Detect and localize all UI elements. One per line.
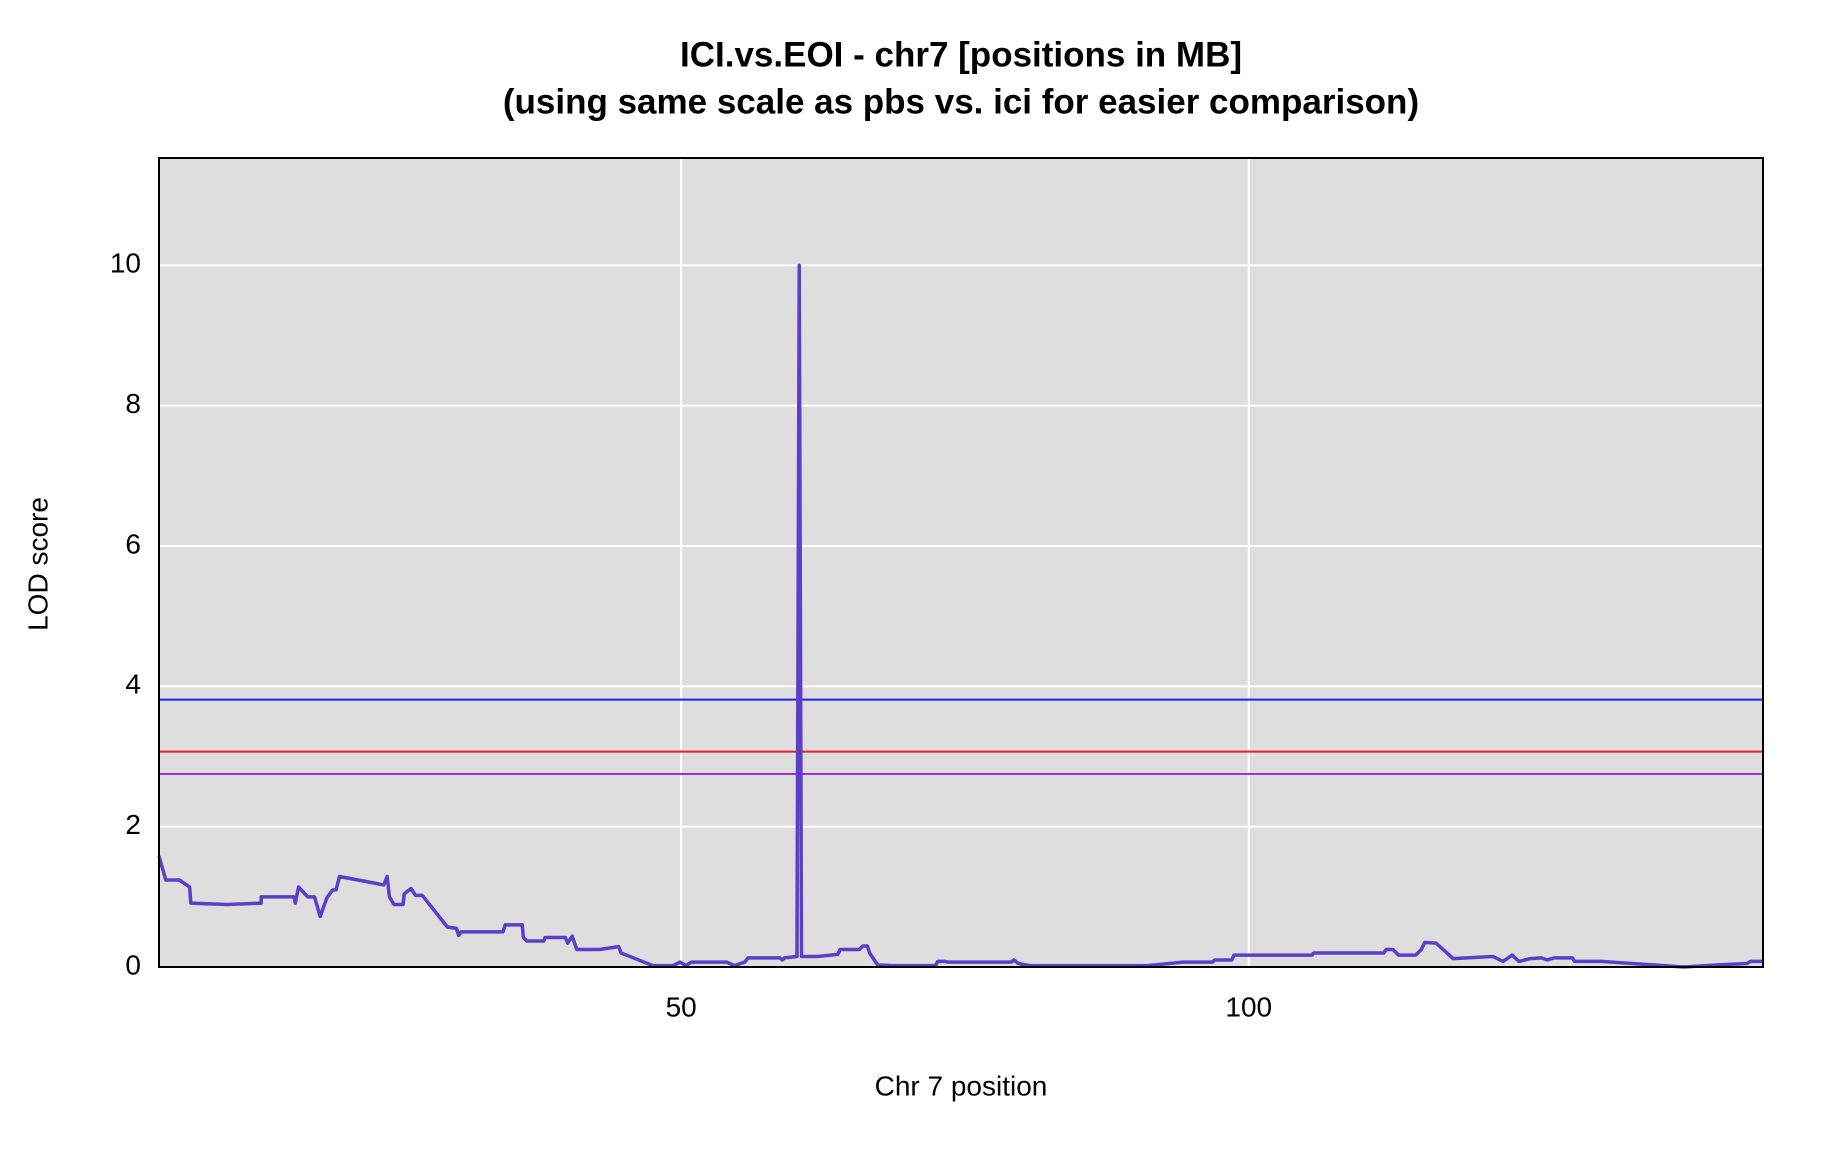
x-axis-label: Chr 7 position <box>875 1070 1048 1101</box>
y-tick-label: 8 <box>125 388 141 419</box>
y-tick-label: 6 <box>125 528 141 559</box>
chart-subtitle: (using same scale as pbs vs. ici for eas… <box>503 82 1419 121</box>
x-tick-label: 50 <box>666 991 697 1022</box>
x-tick-label: 100 <box>1225 991 1272 1022</box>
y-tick-label: 0 <box>125 949 141 980</box>
y-tick-label: 10 <box>110 248 141 279</box>
plot-background <box>159 158 1763 967</box>
plot-frame <box>158 157 1764 968</box>
y-tick-label: 2 <box>125 809 141 840</box>
chart-title: ICI.vs.EOI - chr7 [positions in MB] <box>680 35 1242 74</box>
y-tick-label: 4 <box>125 669 141 700</box>
y-axis-label: LOD score <box>22 497 53 631</box>
data-line <box>157 263 1763 969</box>
